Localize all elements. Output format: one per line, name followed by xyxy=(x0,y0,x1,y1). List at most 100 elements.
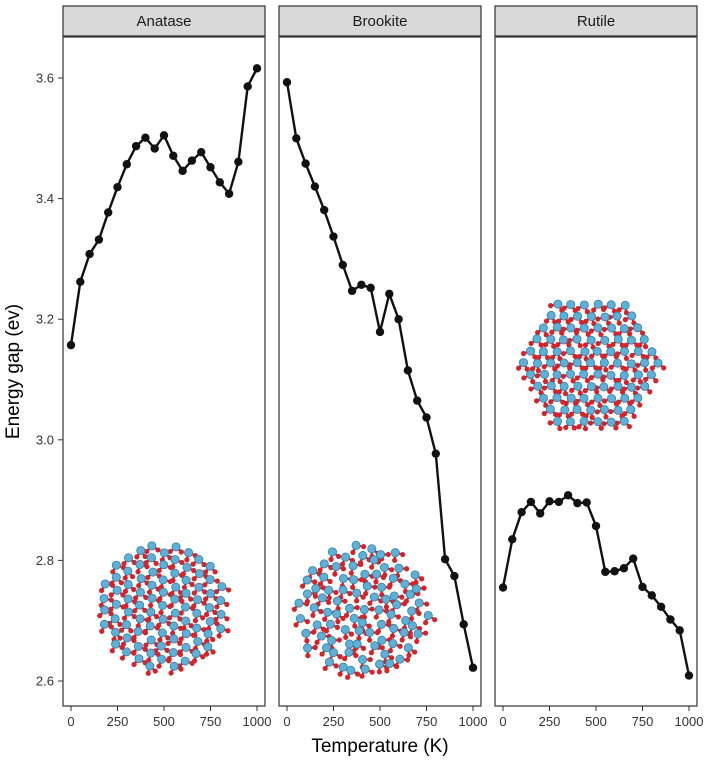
x-tick-label: 0 xyxy=(499,714,506,729)
molecular-cluster-illustration xyxy=(515,299,667,432)
data-point xyxy=(385,289,394,299)
data-point xyxy=(413,396,422,405)
data-point xyxy=(66,340,76,350)
data-point xyxy=(403,366,413,375)
data-point xyxy=(215,178,224,187)
data-point xyxy=(450,571,459,581)
data-point xyxy=(338,260,347,270)
x-tick-label: 750 xyxy=(416,714,438,729)
data-point xyxy=(508,535,517,544)
data-point xyxy=(320,205,329,215)
x-tick-label: 0 xyxy=(67,714,74,729)
y-axis-title: Energy gap (ev) xyxy=(3,304,24,439)
molecular-cluster-illustration xyxy=(97,541,232,676)
x-tick-label: 0 xyxy=(283,714,290,729)
data-point xyxy=(422,413,431,422)
x-tick-label: 250 xyxy=(107,714,129,729)
data-point xyxy=(301,159,310,168)
data-point xyxy=(94,235,104,244)
data-point xyxy=(459,620,468,629)
data-point xyxy=(468,663,478,672)
panel-anatase: Anatase 0 250 500 750 1000 xyxy=(62,5,272,729)
data-point xyxy=(656,602,666,612)
facet-strip xyxy=(62,5,266,37)
data-point xyxy=(582,498,591,507)
data-point xyxy=(76,277,85,287)
data-point xyxy=(252,64,262,73)
data-point xyxy=(638,582,647,592)
data-point xyxy=(159,131,169,140)
y-tick-label: 3.0 xyxy=(36,432,54,447)
data-point xyxy=(122,160,131,169)
panel-rutile: Rutile 0 250 500 750 1000 xyxy=(494,5,704,729)
data-point xyxy=(601,567,610,577)
data-point xyxy=(573,498,582,508)
data-point xyxy=(197,147,206,157)
x-tick-label: 1000 xyxy=(675,714,704,729)
x-tick-label: 1000 xyxy=(243,714,272,729)
data-point xyxy=(675,626,684,635)
data-point xyxy=(563,491,573,500)
data-point xyxy=(292,134,301,143)
panel-brookite: Brookite 0 250 500 750 1000 xyxy=(278,5,488,729)
y-tick-label: 3.6 xyxy=(36,71,54,86)
data-point xyxy=(526,497,536,507)
panels: Anatase 0 250 500 750 1000 Brookite 0 250 500 750 1… xyxy=(62,5,704,729)
data-point xyxy=(545,497,554,506)
x-tick-label: 500 xyxy=(585,714,607,729)
data-point xyxy=(619,564,629,573)
data-point xyxy=(113,182,122,192)
data-point xyxy=(517,507,526,517)
x-tick-label: 750 xyxy=(632,714,654,729)
y-tick-label: 2.6 xyxy=(36,674,54,689)
x-tick-label: 750 xyxy=(200,714,222,729)
data-point xyxy=(85,249,94,259)
x-axis-title: Temperature (K) xyxy=(311,736,448,757)
data-point xyxy=(282,78,292,87)
data-point xyxy=(554,497,563,507)
facet-label: Brookite xyxy=(352,13,407,30)
y-axis: 2.6 2.8 3.0 3.2 3.4 3.6 xyxy=(36,71,63,689)
data-point xyxy=(591,521,601,531)
data-point xyxy=(666,615,675,624)
data-point xyxy=(141,133,150,142)
y-tick-label: 3.2 xyxy=(36,312,54,327)
data-point xyxy=(243,82,252,91)
data-point xyxy=(169,151,178,160)
data-point xyxy=(647,591,656,600)
data-point xyxy=(684,671,694,680)
data-point xyxy=(178,166,187,176)
data-point xyxy=(431,449,440,458)
molecular-cluster-illustration xyxy=(291,540,438,680)
data-point xyxy=(498,583,508,592)
y-tick-label: 2.8 xyxy=(36,553,54,568)
data-point xyxy=(610,567,619,576)
data-point xyxy=(310,182,320,191)
facet-strip xyxy=(278,5,482,37)
data-point xyxy=(131,141,141,151)
x-tick-label: 250 xyxy=(323,714,345,729)
data-point xyxy=(629,554,638,563)
facet-label: Anatase xyxy=(136,13,191,30)
data-point xyxy=(224,189,234,198)
y-tick-label: 3.4 xyxy=(36,191,54,206)
data-point xyxy=(366,283,375,293)
data-point xyxy=(234,157,243,167)
data-point xyxy=(104,208,113,217)
data-point xyxy=(347,286,357,296)
data-point xyxy=(375,327,385,337)
x-tick-label: 250 xyxy=(539,714,561,729)
data-point xyxy=(536,509,545,518)
facet-strip xyxy=(494,5,698,37)
data-point xyxy=(357,280,366,290)
x-tick-label: 500 xyxy=(369,714,391,729)
facet-label: Rutile xyxy=(577,13,615,30)
data-point xyxy=(394,315,403,324)
data-point xyxy=(329,232,338,241)
x-tick-label: 1000 xyxy=(459,714,488,729)
data-point xyxy=(440,554,450,564)
x-tick-label: 500 xyxy=(153,714,175,729)
data-point xyxy=(150,144,159,153)
data-point xyxy=(187,156,197,165)
